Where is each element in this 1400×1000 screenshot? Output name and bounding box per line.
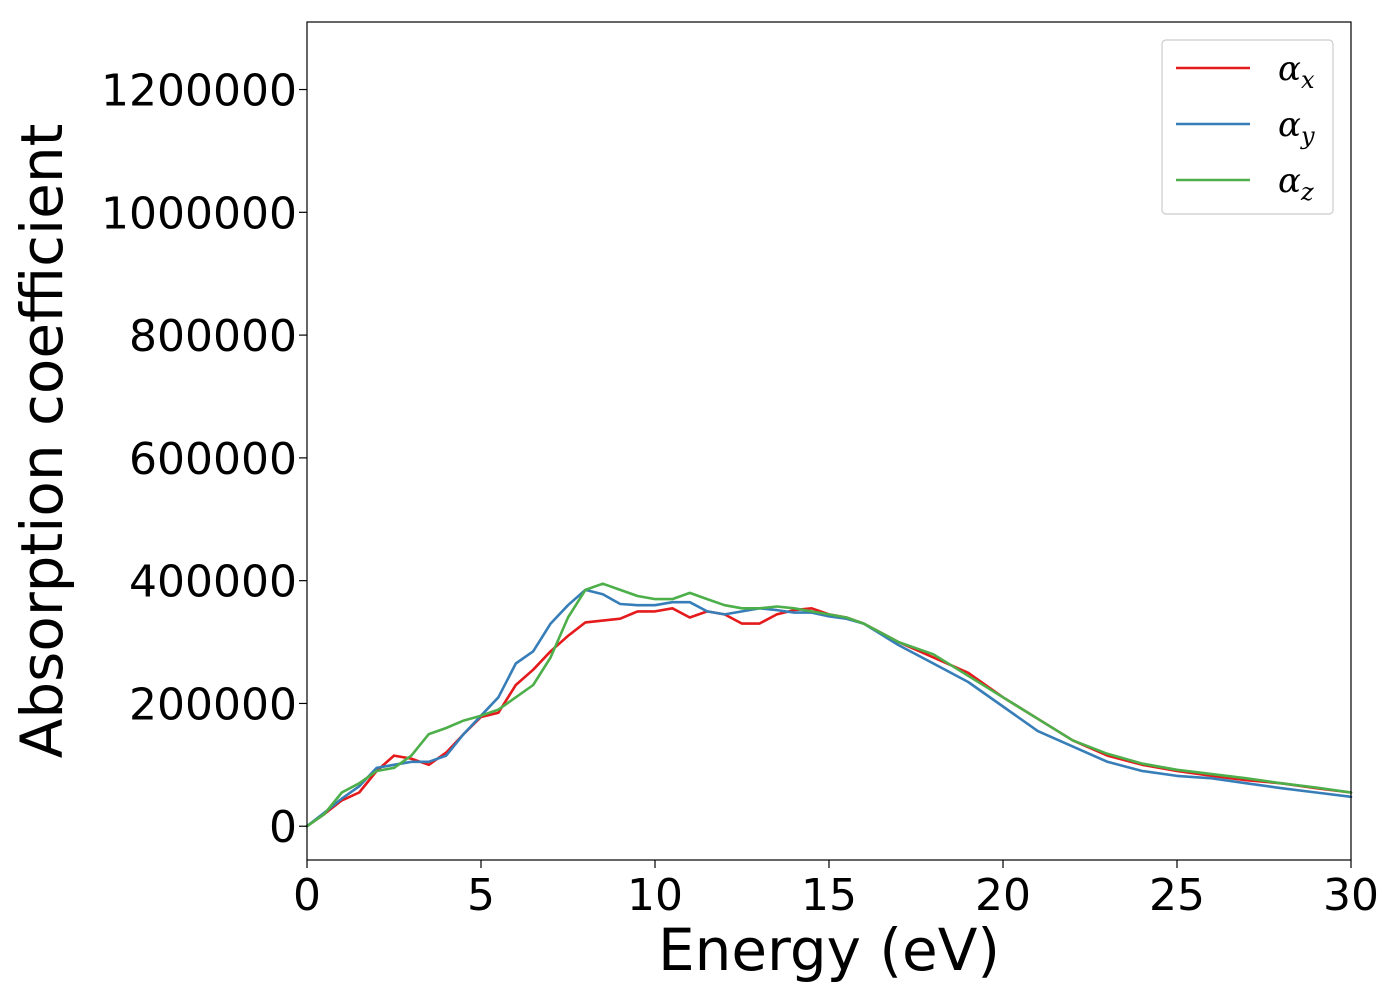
x-tick-label: 10: [627, 870, 683, 921]
legend-box: [1161, 39, 1334, 215]
x-tick-label: 15: [801, 870, 857, 921]
y-tick-label: 1200000: [101, 66, 297, 117]
series-line-y: [305, 588, 1353, 828]
series-lines: [305, 582, 1353, 828]
x-axis: 0 5 10 15 20 25 30: [293, 860, 1379, 921]
y-tick-label: 800000: [129, 311, 297, 362]
series-line-x: [305, 607, 1353, 828]
x-axis-title: Energy (eV): [658, 916, 1000, 984]
series-line-z: [305, 582, 1353, 828]
x-tick-label: 30: [1323, 870, 1379, 921]
y-tick-label: 600000: [129, 434, 297, 485]
x-tick-label: 25: [1149, 870, 1205, 921]
y-axis-title: Absorption coefficient: [8, 124, 76, 759]
y-tick-label: 400000: [129, 557, 297, 608]
y-tick-label: 200000: [129, 679, 297, 730]
x-tick-label: 20: [975, 870, 1031, 921]
y-axis: 0 200000 400000 600000 800000 1000000 1200000: [101, 66, 307, 853]
y-tick-label: 0: [269, 802, 297, 853]
x-tick-label: 0: [293, 870, 321, 921]
x-tick-label: 5: [467, 870, 495, 921]
y-tick-label: 1000000: [101, 188, 297, 239]
